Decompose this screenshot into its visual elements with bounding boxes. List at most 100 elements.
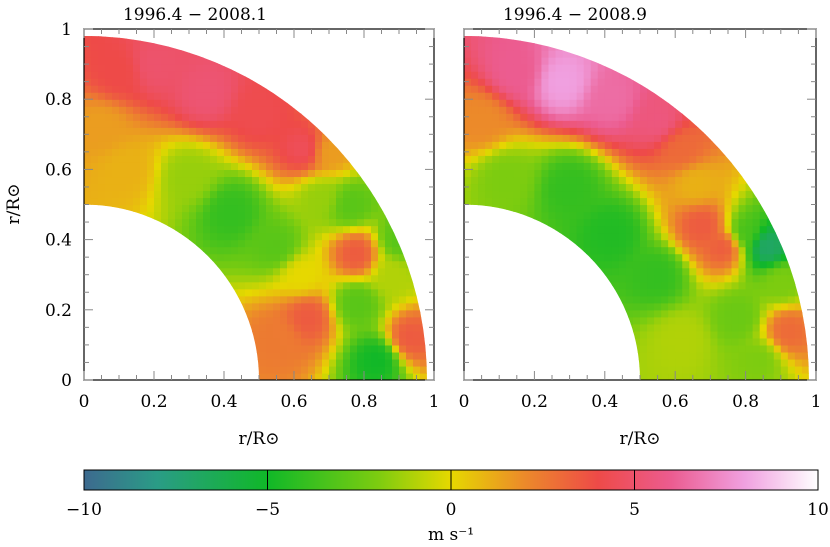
heatmap-cell [308, 190, 316, 199]
heatmap-cell [752, 190, 761, 199]
heatmap-cell [766, 274, 775, 283]
heatmap-cell [280, 351, 288, 360]
heatmap-cell [703, 183, 711, 192]
heatmap-cell [703, 197, 711, 206]
heatmap-cell [378, 365, 386, 374]
heatmap-cell [632, 295, 641, 304]
heatmap-cell [625, 176, 634, 185]
heatmap-cell [640, 232, 648, 241]
heatmap-cell [350, 197, 358, 206]
heatmap-cell [329, 372, 337, 381]
x-tick-label: 0.2 [521, 392, 548, 412]
heatmap-cell [745, 239, 754, 248]
heatmap-cell [682, 246, 690, 255]
heatmap-cell [471, 36, 479, 44]
heatmap-cell [759, 365, 768, 374]
heatmap-cell [371, 372, 379, 381]
heatmap-cell [378, 232, 386, 241]
heatmap-cell [513, 36, 521, 44]
heatmap-cell [647, 127, 655, 135]
heatmap-cell [98, 155, 106, 163]
heatmap-cell [126, 211, 134, 220]
heatmap-cell [133, 183, 141, 192]
heatmap-cell [731, 372, 740, 381]
heatmap-cell [189, 113, 197, 121]
heatmap-cell [343, 218, 351, 227]
heatmap-cell [675, 120, 683, 128]
heatmap-cell [513, 92, 521, 100]
heatmap-cell [287, 316, 295, 325]
heatmap-cell [675, 134, 683, 142]
heatmap-cell [471, 36, 479, 37]
heatmap-cell [492, 36, 500, 44]
heatmap-cell [478, 141, 486, 149]
heatmap-cell [513, 43, 521, 51]
heatmap-cell [280, 295, 288, 304]
heatmap-cell [520, 36, 528, 44]
heatmap-cell [371, 365, 379, 374]
heatmap-cell [98, 211, 106, 220]
heatmap-cell [738, 218, 747, 227]
heatmap-cell [98, 197, 106, 206]
heatmap-cell [618, 302, 627, 311]
heatmap-cell [611, 141, 620, 149]
heatmap-cell [527, 127, 535, 135]
heatmap-cell [147, 78, 155, 86]
heatmap-cell [287, 113, 295, 121]
heatmap-cell [196, 57, 204, 65]
heatmap-cell [555, 92, 564, 100]
heatmap-cell [203, 190, 211, 199]
heatmap-cell [717, 162, 726, 170]
heatmap-cell [224, 281, 232, 290]
heatmap-cell [210, 78, 218, 86]
heatmap-cell [618, 64, 627, 72]
heatmap-cell [668, 190, 676, 199]
heatmap-cell [196, 155, 204, 163]
heatmap-cell [717, 302, 726, 311]
heatmap-cell [724, 323, 733, 332]
heatmap-cell [492, 176, 500, 185]
heatmap-cell [259, 246, 267, 255]
heatmap-cell [471, 197, 479, 206]
heatmap-cell [301, 120, 309, 128]
heatmap-cell [534, 120, 543, 128]
heatmap-cell [385, 302, 393, 311]
heatmap-cell [513, 78, 521, 86]
heatmap-cell [485, 211, 493, 220]
heatmap-cell [590, 134, 599, 142]
heatmap-cell [273, 246, 281, 255]
heatmap-cell [294, 246, 302, 255]
heatmap-cell [245, 218, 253, 227]
heatmap-cell [105, 162, 113, 170]
heatmap-cell [527, 64, 535, 72]
heatmap-cell [112, 120, 120, 128]
heatmap-cell [343, 323, 351, 332]
heatmap-cell [689, 183, 697, 192]
heatmap-cell [513, 50, 521, 58]
heatmap-cell [133, 162, 141, 170]
heatmap-cell [301, 218, 309, 227]
heatmap-cell [343, 211, 351, 220]
heatmap-cell [527, 190, 535, 199]
heatmap-cell [280, 372, 288, 381]
heatmap-cell [322, 344, 330, 353]
heatmap-cell [710, 134, 719, 142]
heatmap-cell [492, 36, 500, 37]
heatmap-cell [287, 92, 295, 100]
heatmap-cell [724, 351, 733, 360]
heatmap-cell [294, 309, 302, 318]
heatmap-cell [343, 197, 351, 206]
heatmap-cell [336, 253, 344, 262]
heatmap-cell [640, 351, 648, 360]
heatmap-cell [801, 302, 809, 311]
heatmap-cell [485, 120, 493, 128]
heatmap-cell [224, 190, 232, 199]
heatmap-cell [315, 120, 323, 128]
heatmap-cell [329, 134, 337, 142]
heatmap-cell [154, 85, 162, 93]
heatmap-cell [604, 197, 613, 206]
heatmap-cell [675, 358, 683, 367]
heatmap-cell [364, 176, 372, 185]
heatmap-cell [464, 204, 472, 213]
heatmap-cell [499, 71, 507, 79]
